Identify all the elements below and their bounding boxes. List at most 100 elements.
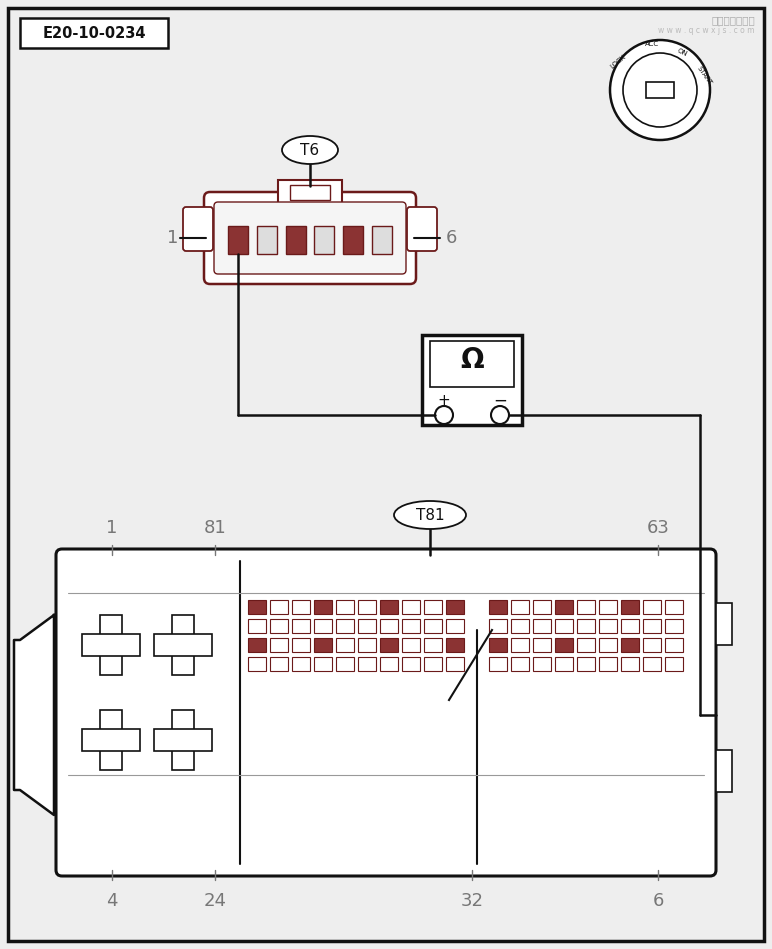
FancyBboxPatch shape [214, 202, 406, 274]
Bar [314, 226, 334, 254]
Text: 6: 6 [652, 892, 664, 910]
Bar [154, 634, 212, 656]
Bar [446, 657, 464, 671]
Bar [100, 710, 122, 770]
Bar [643, 600, 661, 614]
Text: 6: 6 [446, 229, 457, 247]
Bar [577, 600, 595, 614]
Bar [314, 619, 332, 633]
Text: ACC: ACC [645, 41, 659, 47]
Bar [489, 638, 507, 652]
Bar [716, 750, 732, 792]
Polygon shape [14, 615, 54, 815]
Bar [577, 638, 595, 652]
Bar [336, 619, 354, 633]
Bar [555, 619, 573, 633]
Bar [446, 638, 464, 652]
Text: 4: 4 [107, 892, 118, 910]
Bar [82, 634, 140, 656]
Bar [270, 600, 288, 614]
Text: −: − [493, 392, 507, 410]
Text: 1: 1 [167, 229, 178, 247]
Bar [665, 600, 683, 614]
Bar [489, 619, 507, 633]
Bar [372, 226, 392, 254]
Bar [716, 603, 732, 645]
Bar [270, 638, 288, 652]
Bar [430, 341, 514, 387]
Bar [643, 619, 661, 633]
Bar [270, 619, 288, 633]
Bar [20, 18, 168, 48]
Bar [402, 619, 420, 633]
Bar [533, 638, 551, 652]
Text: w w w . q c w x j s . c o m: w w w . q c w x j s . c o m [659, 26, 755, 35]
Bar [577, 657, 595, 671]
Bar [424, 600, 442, 614]
Text: 1: 1 [107, 519, 117, 537]
Bar [665, 638, 683, 652]
Bar [248, 619, 266, 633]
Text: ON: ON [676, 47, 688, 57]
Bar [665, 657, 683, 671]
Bar [599, 638, 617, 652]
Bar [270, 657, 288, 671]
Bar [599, 657, 617, 671]
Bar [643, 657, 661, 671]
Bar [172, 710, 194, 770]
Bar [646, 82, 674, 98]
Bar [446, 619, 464, 633]
Bar [278, 180, 342, 204]
Bar [292, 619, 310, 633]
Bar [248, 657, 266, 671]
Bar [533, 619, 551, 633]
Bar [228, 226, 248, 254]
Text: Ω: Ω [460, 346, 484, 374]
Bar [314, 638, 332, 652]
Bar [82, 729, 140, 751]
Bar [643, 638, 661, 652]
Bar [358, 638, 376, 652]
Circle shape [623, 53, 697, 127]
Bar [424, 638, 442, 652]
Bar [511, 619, 529, 633]
Bar [555, 600, 573, 614]
Bar [621, 600, 639, 614]
Bar [665, 619, 683, 633]
Bar [424, 619, 442, 633]
FancyBboxPatch shape [56, 549, 716, 876]
Text: START: START [696, 65, 713, 86]
Bar [446, 600, 464, 614]
Circle shape [20, 741, 48, 769]
Bar [290, 185, 330, 200]
Bar [248, 600, 266, 614]
Text: E20-10-0234: E20-10-0234 [42, 26, 146, 41]
Bar [402, 638, 420, 652]
Bar [257, 226, 277, 254]
Bar [511, 600, 529, 614]
Bar [172, 615, 194, 675]
Text: T6: T6 [300, 142, 320, 158]
Bar [358, 600, 376, 614]
Bar [154, 729, 212, 751]
Bar [599, 619, 617, 633]
Bar [511, 657, 529, 671]
Ellipse shape [282, 136, 338, 164]
Bar [555, 638, 573, 652]
Bar [358, 619, 376, 633]
Text: 24: 24 [204, 892, 226, 910]
Ellipse shape [394, 501, 466, 529]
Text: 汽车维修技术网: 汽车维修技术网 [711, 15, 755, 25]
Bar [533, 600, 551, 614]
Circle shape [491, 406, 509, 424]
Bar [555, 657, 573, 671]
Bar [621, 619, 639, 633]
Circle shape [435, 406, 453, 424]
Bar [344, 226, 363, 254]
Text: +: + [438, 393, 450, 408]
Bar [248, 638, 266, 652]
Bar [577, 619, 595, 633]
Bar [422, 335, 522, 425]
Text: LOCK: LOCK [609, 54, 627, 70]
Bar [336, 638, 354, 652]
